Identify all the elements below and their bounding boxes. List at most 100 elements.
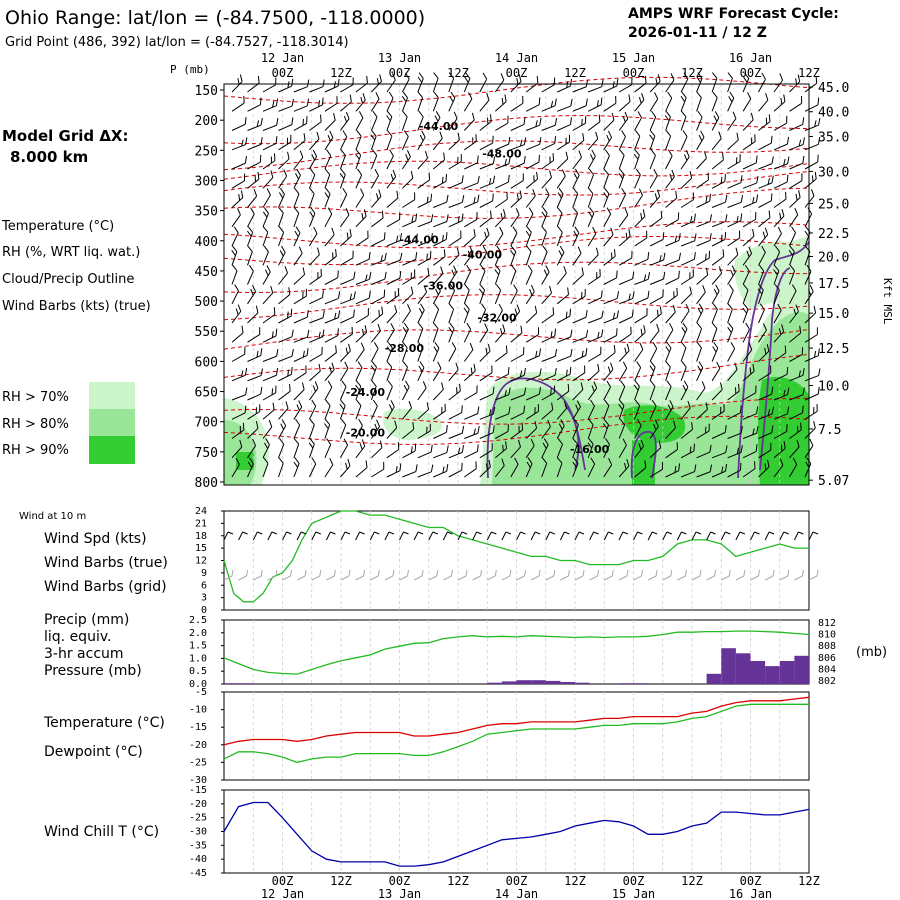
wind-barb (448, 154, 462, 170)
wind-barb (758, 175, 774, 189)
wind-barb-true (589, 531, 599, 541)
wind-barb (495, 136, 511, 151)
wind-barb-grid (677, 569, 687, 581)
wind-barb (231, 226, 239, 247)
wind-barb (727, 195, 744, 208)
height-tick-label: 20.0 (818, 250, 849, 265)
wind-barb (463, 112, 475, 131)
wind-barb (371, 289, 386, 305)
wind-barb-true (384, 531, 395, 541)
wind-barb (479, 303, 487, 324)
wind-barb (293, 98, 310, 112)
wind-barb (495, 191, 508, 208)
wind-barb (370, 342, 379, 362)
wind-barb (463, 229, 476, 247)
wind-barb (587, 438, 594, 458)
wind-barb (355, 361, 363, 382)
wind-barb (231, 439, 243, 459)
wind-barb (324, 168, 331, 189)
wind-barb (649, 380, 656, 401)
wind-barb (464, 175, 480, 189)
wind-barb-true (296, 531, 307, 541)
wind-barb (479, 245, 488, 266)
wind-barb (727, 383, 740, 401)
y-tick-label: 21 (195, 518, 207, 529)
wind-barb (758, 193, 773, 208)
wind-barb (711, 152, 724, 170)
wind-barb (386, 91, 394, 112)
wind-barb (278, 383, 291, 401)
wind-barb (556, 187, 564, 208)
wind-barb (572, 400, 581, 420)
wind-barb (510, 439, 521, 459)
wind-barb (386, 252, 403, 266)
wind-barb (479, 93, 490, 112)
wind-barb (773, 156, 790, 170)
wind-barb (293, 382, 305, 401)
wind-barb (432, 72, 439, 93)
wind-chill-label: Wind Chill T (°C) (44, 824, 159, 840)
wind-barb (262, 265, 271, 285)
wind-barb (556, 226, 563, 247)
wind-barb (417, 303, 425, 324)
wind-barb (231, 405, 247, 420)
wind-barb (789, 264, 796, 285)
wind-barb (479, 264, 486, 285)
wind-barb (758, 264, 765, 285)
wind-barb (634, 93, 645, 112)
wind-barb (355, 460, 368, 478)
wind-barb-true (720, 531, 731, 541)
wind-barb (557, 98, 573, 112)
wind-barb (293, 207, 300, 227)
precip-liq-label: liq. equiv. (44, 629, 111, 645)
wind-barb (525, 348, 542, 362)
wind-barb (649, 110, 657, 131)
wind-barb-grid (764, 569, 775, 581)
wind-barb (247, 245, 253, 266)
y-tick-label: -20 (189, 740, 207, 751)
wind-barb (541, 98, 557, 112)
wind-barb (463, 284, 470, 304)
wind-barb (680, 286, 692, 305)
wind-barb (711, 111, 720, 131)
wind-barb (510, 387, 527, 401)
wind-barb-true (706, 531, 716, 541)
wind-barb (386, 400, 395, 420)
wind-barb (417, 423, 431, 439)
wind-barb (510, 264, 517, 285)
wind-barb (649, 130, 656, 150)
wind-barb (464, 134, 477, 151)
bottom-time-tick-label: 00Z (740, 874, 762, 888)
wind-barb (401, 72, 410, 93)
wind-barb-grid (706, 569, 717, 581)
wind-barb (696, 250, 711, 266)
wind-barb (479, 156, 496, 170)
wind-barb (649, 399, 657, 420)
wind-barb-grid (428, 569, 439, 581)
wind-barb-grid (735, 569, 746, 581)
precip-accum-label: 3-hr accum (44, 646, 124, 662)
wind-barb (371, 271, 387, 285)
dewpoint-panel-label: Dewpoint (°C) (44, 744, 143, 760)
wind-barb (773, 345, 787, 362)
wind-barb (370, 168, 379, 189)
wind-barb (262, 153, 276, 170)
wind-barb (448, 132, 460, 151)
wind-barb (572, 168, 580, 189)
wind-barb (463, 322, 472, 343)
wind-barb (665, 341, 672, 362)
wind-barb (355, 230, 369, 247)
wind-barb (247, 137, 263, 151)
wind-barb (804, 154, 819, 170)
wind-barb (402, 170, 414, 189)
bottom-time-tick-label: 12Z (447, 874, 469, 888)
wind-barb (572, 116, 587, 131)
wind-barb (386, 341, 393, 362)
precip-bar (794, 655, 809, 684)
wind-barb-true (662, 531, 672, 541)
wind-barb (634, 272, 651, 285)
wind-barb (371, 189, 382, 208)
wind-barb (789, 368, 805, 382)
wind-barb-true (486, 531, 497, 541)
bottom-time-tick-label: 00Z (389, 874, 411, 888)
